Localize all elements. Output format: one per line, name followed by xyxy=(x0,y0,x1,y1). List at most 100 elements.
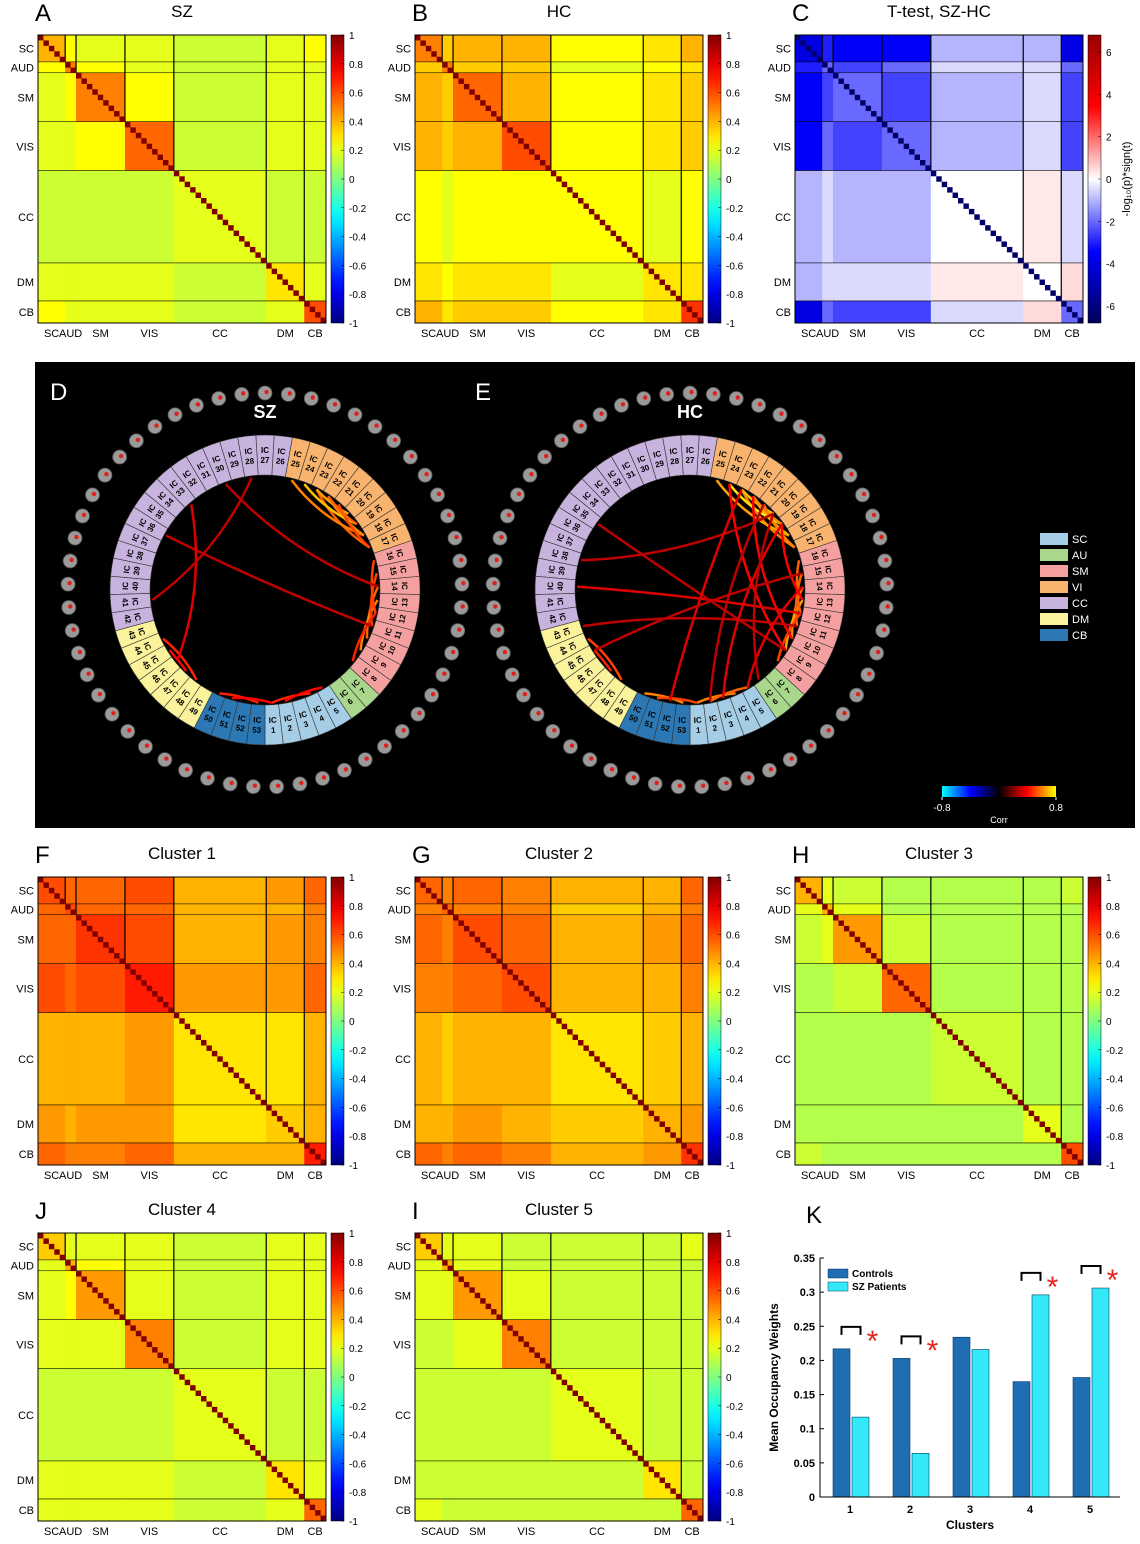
diagonal-cell xyxy=(76,73,81,78)
heatmap-cell xyxy=(502,171,551,264)
diagonal-cell xyxy=(600,220,605,225)
y-network-label: CB xyxy=(776,1149,791,1161)
heatmap-cell xyxy=(453,301,502,323)
diagonal-cell xyxy=(524,1342,529,1347)
diagonal-cell xyxy=(1067,307,1072,312)
heatmap-cell xyxy=(453,1461,502,1499)
heatmap-cell xyxy=(65,301,76,323)
brain-activation xyxy=(643,395,647,399)
heatmap-cell xyxy=(551,1233,644,1260)
heatmap-cell xyxy=(304,877,326,904)
y-network-label: SC xyxy=(396,1242,411,1254)
diagonal-cell xyxy=(98,95,103,100)
heatmap-cell xyxy=(38,1499,65,1521)
heatmap-cell xyxy=(266,1260,304,1271)
heatmap-cell xyxy=(304,1271,326,1320)
brain-activation xyxy=(736,395,740,399)
bar xyxy=(1092,1288,1109,1497)
heatmap-cell xyxy=(643,1013,681,1106)
diagonal-cell xyxy=(54,51,59,56)
diagonal-cell xyxy=(920,1002,925,1007)
panel-letter: H xyxy=(792,842,809,869)
diagonal-cell xyxy=(991,231,996,236)
colorbar-tick-label: 2 xyxy=(1106,133,1112,144)
diagonal-cell xyxy=(649,269,654,274)
brain-activation xyxy=(724,781,728,785)
diagonal-cell xyxy=(38,877,43,882)
colorbar-tick-label: -0.8 xyxy=(726,1132,744,1143)
heatmap-cell xyxy=(442,915,453,964)
heatmap-cell xyxy=(1023,301,1061,323)
diagonal-cell xyxy=(212,209,217,214)
diagonal-cell xyxy=(556,176,561,181)
diagonal-cell xyxy=(261,1100,266,1105)
heatmap-cell xyxy=(795,171,822,264)
heatmap-cell xyxy=(76,1260,125,1271)
diagonal-cell xyxy=(621,241,626,246)
diagonal-cell xyxy=(589,209,594,214)
diagonal-cell xyxy=(179,1374,184,1379)
x-network-label: AUD xyxy=(59,1170,82,1182)
colorbar-tick-label: 0.2 xyxy=(726,988,740,999)
heatmap-cell xyxy=(125,877,174,904)
diagonal-cell xyxy=(925,165,930,170)
diagonal-cell xyxy=(228,1067,233,1072)
diagonal-cell xyxy=(1061,301,1066,306)
diagonal-cell xyxy=(925,1007,930,1012)
diagonal-cell xyxy=(125,1320,130,1325)
y-tick-label: 0.3 xyxy=(800,1287,815,1299)
diagonal-cell xyxy=(415,35,420,40)
heatmap-cell xyxy=(415,1499,442,1521)
diagonal-cell xyxy=(453,915,458,920)
heatmap-cell xyxy=(38,1260,65,1271)
heatmap-cell xyxy=(304,35,326,62)
diagonal-cell xyxy=(524,144,529,149)
legend-label: SM xyxy=(1072,566,1089,578)
panel-letter: A xyxy=(35,0,51,27)
brain-activation xyxy=(174,412,178,416)
colorbar-tick-label: 0.2 xyxy=(726,1344,740,1355)
y-network-label: CC xyxy=(775,1054,791,1066)
heatmap-cell xyxy=(551,62,644,73)
x-network-label: VIS xyxy=(898,1170,916,1182)
ic-prefix: IC xyxy=(546,582,555,590)
diagonal-cell xyxy=(898,980,903,985)
x-network-label: SC xyxy=(44,328,59,340)
diagonal-cell xyxy=(60,899,65,904)
brain-activation xyxy=(856,692,860,696)
brain-activation xyxy=(835,454,839,458)
heatmap-cell xyxy=(795,1143,822,1165)
colorbar-tick-label: 0 xyxy=(1106,1017,1112,1028)
diagonal-cell xyxy=(502,964,507,969)
panel-letter: E xyxy=(475,379,491,406)
y-network-label: SC xyxy=(19,44,34,56)
heatmap-cell xyxy=(304,1461,326,1499)
heatmap-cell xyxy=(266,73,304,122)
diagonal-cell xyxy=(201,1040,206,1045)
diagonal-cell xyxy=(288,285,293,290)
heatmap-cell xyxy=(65,1461,76,1499)
diagonal-cell xyxy=(431,1249,436,1254)
x-network-label: CB xyxy=(684,1526,699,1538)
heatmap-cell xyxy=(795,915,822,964)
heatmap-cell xyxy=(453,1369,502,1462)
colorbar-tick-label: -0.2 xyxy=(1106,1046,1124,1057)
x-network-label: DM xyxy=(277,1526,294,1538)
brain-activation xyxy=(410,454,414,458)
heatmap-cell xyxy=(822,1143,833,1165)
heatmap-cell xyxy=(174,964,267,1013)
heatmap-cell xyxy=(822,263,833,301)
ic-label: IC14 xyxy=(390,581,409,591)
diagonal-cell xyxy=(125,122,130,127)
y-network-label: DM xyxy=(394,1119,411,1131)
heatmap-cell xyxy=(442,1233,453,1260)
heatmap-cell xyxy=(931,1143,1024,1165)
heatmap-cell xyxy=(1023,1143,1061,1165)
brain-activation xyxy=(507,513,511,517)
heatmap-cell xyxy=(795,263,822,301)
colorbar-tick-label: -0.8 xyxy=(726,290,744,301)
significance-marker: * xyxy=(1107,1264,1119,1297)
y-network-label: SC xyxy=(396,886,411,898)
diagonal-cell xyxy=(206,203,211,208)
heatmap-cell xyxy=(125,1461,174,1499)
